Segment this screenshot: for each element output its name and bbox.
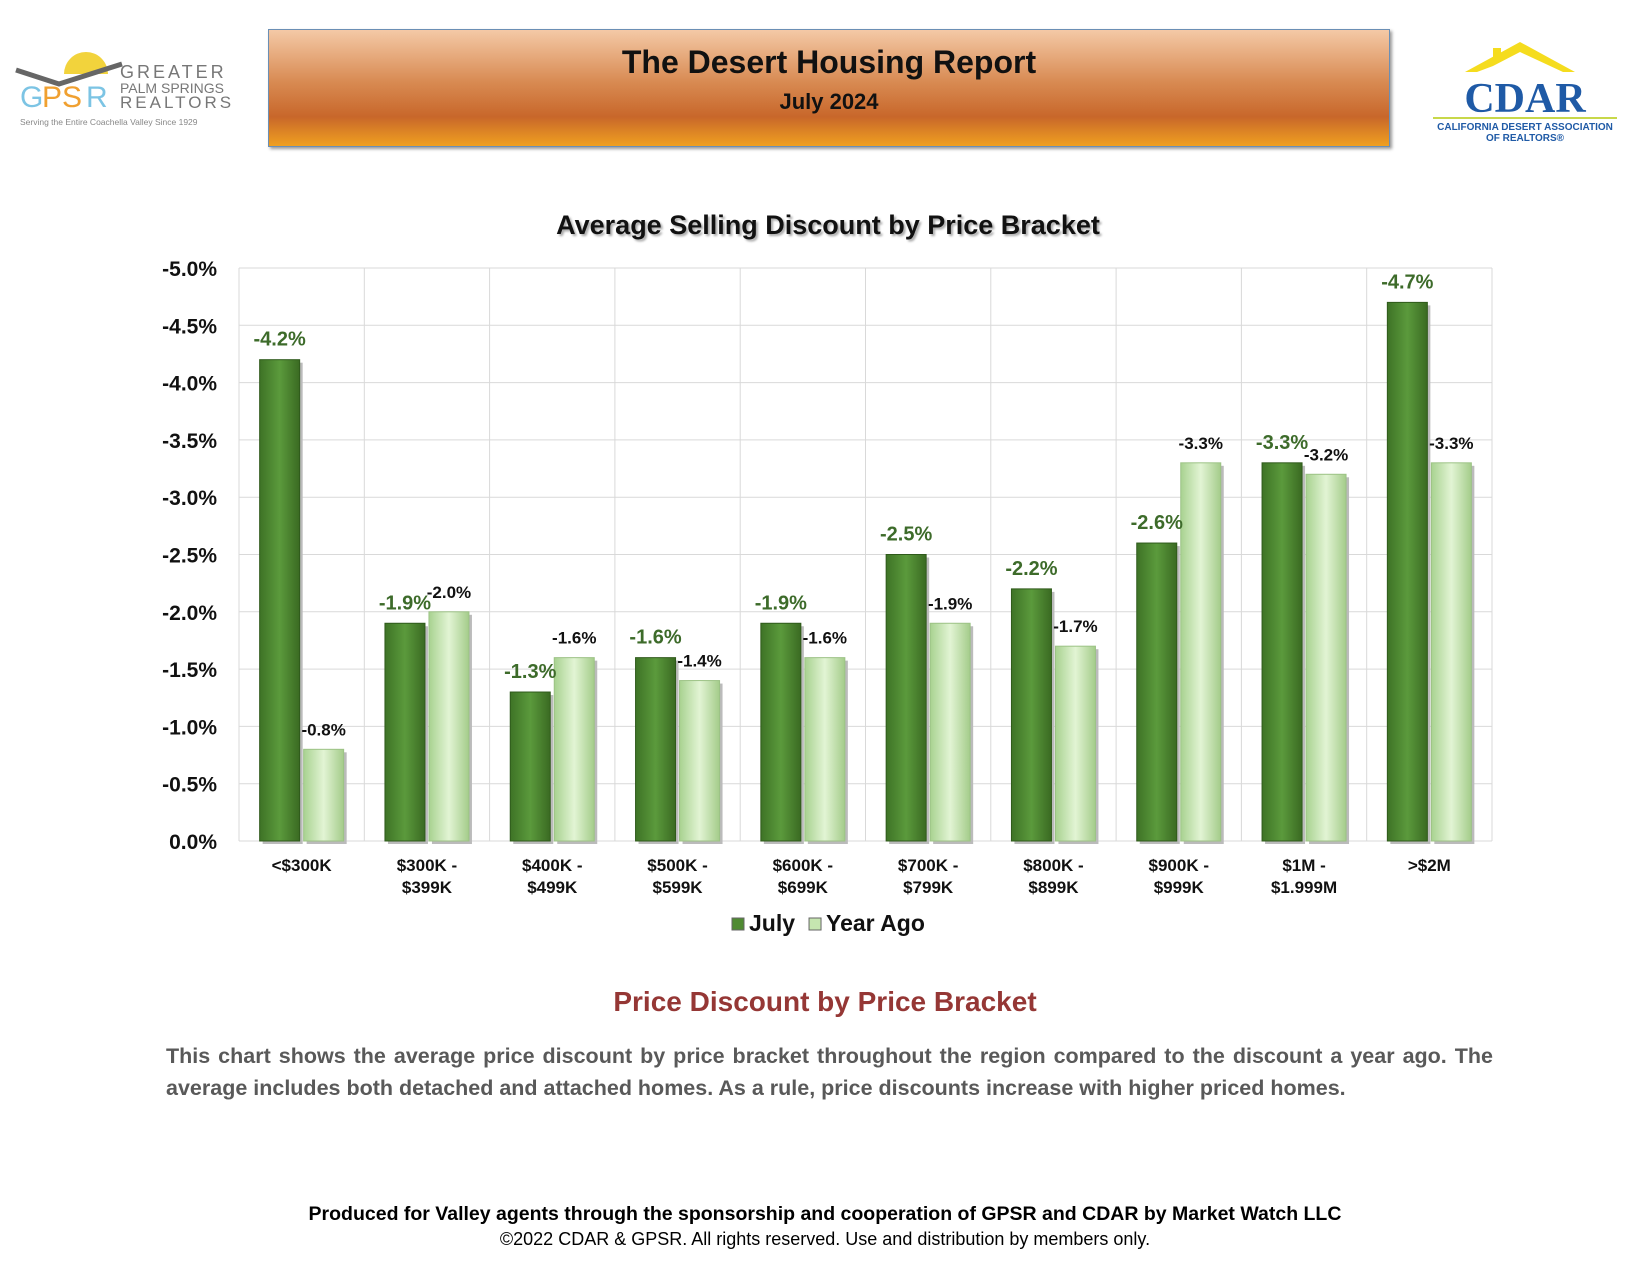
data-label-year-ago: -1.4% (677, 652, 721, 671)
x-tick-label: $900K - (1149, 856, 1209, 875)
x-tick-label: $500K - (647, 856, 707, 875)
bar-year-ago (428, 611, 470, 842)
bar-july (885, 554, 927, 842)
legend-swatch (808, 917, 822, 931)
y-tick-label: -4.0% (162, 373, 217, 396)
data-label-july: -2.6% (1131, 512, 1183, 534)
legend-label: July (749, 910, 795, 936)
data-label-year-ago: -2.0% (427, 583, 471, 602)
data-label-july: -2.2% (1005, 558, 1057, 580)
bar-year-ago (1180, 462, 1222, 842)
report-date: July 2024 (779, 89, 879, 114)
y-tick-label: -5.0% (162, 258, 217, 281)
data-label-july: -2.5% (880, 524, 932, 546)
y-tick-label: -2.0% (162, 602, 217, 625)
bar-july (1261, 462, 1303, 842)
bar-year-ago (679, 680, 721, 842)
bar-year-ago (1305, 473, 1347, 842)
footer-credit: Produced for Valley agents through the s… (308, 1203, 1342, 1225)
bar-july (1010, 588, 1052, 842)
data-label-july: -1.9% (755, 592, 807, 614)
x-tick-label: $699K (778, 878, 829, 897)
y-tick-label: -4.5% (162, 315, 217, 338)
svg-text:PS: PS (42, 81, 82, 114)
bar-year-ago (929, 622, 971, 842)
x-tick-label: $1M - (1282, 856, 1325, 875)
y-tick-label: -1.0% (162, 716, 217, 739)
bar-chart: Average Selling Discount by Price Bracke… (162, 210, 1493, 936)
y-tick-label: -1.5% (162, 659, 217, 682)
svg-text:CALIFORNIA DESERT ASSOCIATION: CALIFORNIA DESERT ASSOCIATION (1437, 122, 1613, 133)
description-text: This chart shows the average price disco… (166, 1044, 1493, 1100)
x-tick-label: $700K - (898, 856, 958, 875)
bar-july (635, 657, 677, 842)
svg-text:CDAR: CDAR (1464, 76, 1586, 122)
bar-year-ago (804, 657, 846, 842)
bar-july (259, 359, 301, 842)
report-title: The Desert Housing Report (621, 44, 1037, 80)
data-label-year-ago: -1.7% (1053, 617, 1097, 636)
y-tick-label: 0.0% (169, 831, 217, 854)
svg-text:Serving the Entire Coachella V: Serving the Entire Coachella Valley Sinc… (20, 117, 198, 127)
x-tick-label: $800K - (1023, 856, 1083, 875)
bar-year-ago (1430, 462, 1472, 842)
bar-year-ago (553, 657, 595, 842)
bar-july (760, 622, 802, 842)
report-header: The Desert Housing Report July 2024 (268, 29, 1390, 147)
svg-text:G: G (20, 81, 43, 114)
bar-july (1136, 542, 1178, 842)
cdar-logo: CDAR CALIFORNIA DESERT ASSOCIATION OF RE… (1425, 40, 1625, 145)
svg-text:REALTORS: REALTORS (120, 93, 234, 112)
data-label-july: -3.3% (1256, 432, 1308, 454)
x-tick-label: $399K (402, 878, 453, 897)
x-tick-label: $899K (1028, 878, 1079, 897)
x-tick-label: <$300K (272, 856, 333, 875)
bar-july (384, 622, 426, 842)
x-tick-label: $499K (527, 878, 578, 897)
data-label-july: -4.7% (1381, 271, 1433, 293)
x-tick-label: $600K - (773, 856, 833, 875)
bar-year-ago (1054, 645, 1096, 842)
bar-year-ago (303, 748, 345, 842)
data-label-year-ago: -3.3% (1429, 434, 1473, 453)
section-title: Price Discount by Price Bracket (613, 986, 1037, 1017)
data-label-year-ago: -0.8% (301, 720, 345, 739)
data-label-year-ago: -1.6% (803, 629, 847, 648)
legend-swatch (731, 917, 745, 931)
x-tick-label: $400K - (522, 856, 582, 875)
x-tick-label: $999K (1154, 878, 1205, 897)
legend-label: Year Ago (826, 910, 925, 936)
data-label-year-ago: -1.6% (552, 629, 596, 648)
chart-title: Average Selling Discount by Price Bracke… (556, 210, 1100, 240)
data-label-year-ago: -3.3% (1179, 434, 1223, 453)
data-label-july: -4.2% (254, 329, 306, 351)
bar-july (1386, 301, 1428, 842)
svg-text:GREATER: GREATER (120, 62, 227, 82)
x-tick-label: $599K (652, 878, 703, 897)
y-tick-label: -0.5% (162, 774, 217, 797)
data-label-july: -1.6% (629, 627, 681, 649)
x-tick-label: >$2M (1408, 856, 1451, 875)
svg-text:PALM SPRINGS: PALM SPRINGS (120, 80, 224, 96)
x-tick-label: $1.999M (1271, 878, 1337, 897)
footer-copyright: ©2022 CDAR & GPSR. All rights reserved. … (499, 1229, 1151, 1249)
y-tick-label: -3.0% (162, 487, 217, 510)
svg-text:R: R (86, 81, 108, 114)
y-tick-label: -2.5% (162, 545, 217, 568)
y-tick-label: -3.5% (162, 430, 217, 453)
bar-july (509, 691, 551, 842)
data-label-year-ago: -1.9% (928, 594, 972, 613)
data-label-july: -1.3% (504, 661, 556, 683)
svg-text:OF REALTORS®: OF REALTORS® (1486, 133, 1565, 144)
x-tick-label: $799K (903, 878, 954, 897)
gpsr-logo: G PS R GREATER PALM SPRINGS REALTORS Ser… (14, 52, 249, 132)
data-label-july: -1.9% (379, 592, 431, 614)
x-tick-label: $300K - (397, 856, 457, 875)
data-label-year-ago: -3.2% (1304, 445, 1348, 464)
